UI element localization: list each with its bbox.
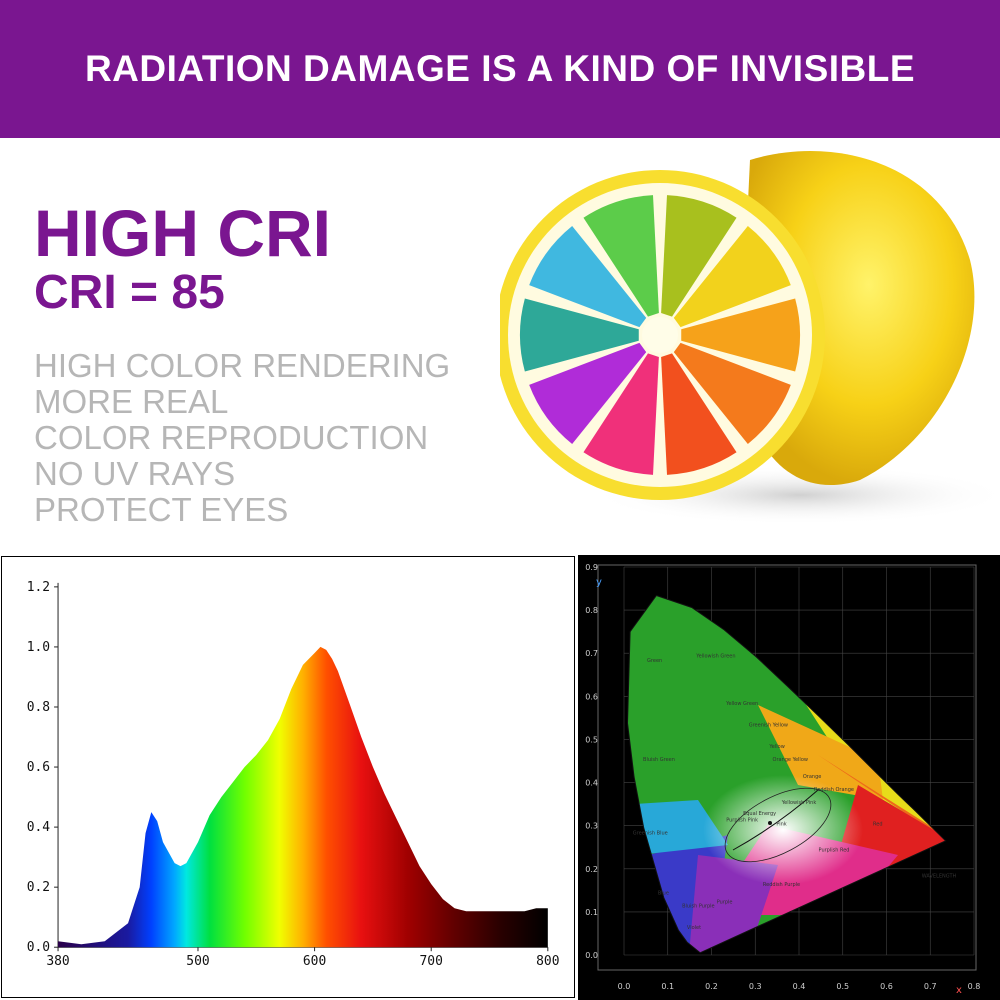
cie-y-tick-label: 0.3 <box>585 822 598 831</box>
feature-list: HIGH COLOR RENDERING MORE REAL COLOR REP… <box>34 348 450 528</box>
cie-region-label: Orange <box>803 774 821 780</box>
y-tick-label: 1.2 <box>27 580 50 595</box>
equal-energy-point <box>768 821 772 825</box>
cie-region-label: Violet <box>687 925 701 931</box>
x-tick-label: 700 <box>420 954 443 969</box>
cie-region-label: Greenish Blue <box>633 830 668 836</box>
cie-x-tick-label: 0.4 <box>793 982 806 991</box>
cie-region-label: Reddish Orange <box>814 787 854 793</box>
cie-region-label: Orange Yellow <box>773 757 808 763</box>
cie-y-tick-label: 0.9 <box>585 563 598 572</box>
feature-item: NO UV RAYS <box>34 455 236 492</box>
x-tick-label: 500 <box>186 954 209 969</box>
x-tick-label: 600 <box>303 954 326 969</box>
cie-x-tick-label: 0.5 <box>836 982 849 991</box>
cie-y-tick-label: 0.0 <box>585 951 598 960</box>
cie-region-label: Yellow <box>768 744 784 750</box>
feature-item: HIGH COLOR RENDERING <box>34 347 451 384</box>
cie-y-tick-label: 0.7 <box>585 649 598 658</box>
cie-region-label: Bluish Purple <box>682 904 715 910</box>
spectrum-curve <box>58 646 548 948</box>
cie-y-tick-label: 0.4 <box>585 779 598 788</box>
cie-y-tick-label: 0.8 <box>585 606 598 615</box>
cie-y-tick-label: 0.1 <box>585 908 598 917</box>
cie-region-label: Equal Energy <box>743 811 776 817</box>
y-tick-label: 0.2 <box>27 880 50 895</box>
rainbow-lemon-image <box>500 150 1000 525</box>
lemon-segment <box>673 342 791 445</box>
cie-region-label: Purplish Pink <box>726 817 758 823</box>
y-tick-label: 0.4 <box>27 820 51 835</box>
lemon-segment <box>661 353 737 475</box>
planckian-ellipse <box>724 787 832 863</box>
lemon-core <box>642 317 678 353</box>
cie-region-label: Purple <box>717 899 733 905</box>
cie-chromaticity-diagram: Green Yellowish Green Yellow Green Greenish… <box>578 555 1000 1000</box>
cie-x-tick-label: 0.1 <box>661 982 674 991</box>
y-tick-label: 0.8 <box>27 700 50 715</box>
cie-y-axis-label: y <box>596 577 602 588</box>
cie-region-label: Reddish Purple <box>763 882 800 888</box>
lemon-segment <box>673 225 791 328</box>
lemon-segment <box>681 298 800 372</box>
y-tick-label: 0.0 <box>27 940 50 955</box>
cie-y-tick-label: 0.6 <box>585 692 598 701</box>
cie-region-label: Green <box>647 658 662 664</box>
headline-high-cri: HIGH CRI <box>34 196 331 270</box>
cie-region-label: Purplish Red <box>819 848 850 854</box>
lemon-segment <box>529 342 647 445</box>
lemon-segment <box>520 298 639 372</box>
lemon-segments <box>520 195 800 475</box>
cie-region-label: Yellowish Green <box>695 654 735 660</box>
cie-region-label: Blue <box>658 891 669 897</box>
feature-item: COLOR REPRODUCTION <box>34 419 429 456</box>
feature-item: PROTECT EYES <box>34 491 289 528</box>
cie-y-tick-label: 0.2 <box>585 865 598 874</box>
y-tick-label: 0.6 <box>27 760 50 775</box>
cie-region-label: Greenish Yellow <box>749 723 788 729</box>
cie-x-axis-label: x <box>956 985 962 996</box>
lemon-segment <box>583 195 659 317</box>
cie-region-label: Bluish Green <box>643 757 675 763</box>
cie-region-label: Yellowish Pink <box>781 800 817 806</box>
lemon-segment <box>583 353 659 475</box>
cie-region-label: Yellow Green <box>725 701 758 707</box>
headline-cri-value: CRI = 85 <box>34 266 225 319</box>
y-tick-label: 1.0 <box>27 640 50 655</box>
top-banner: RADIATION DAMAGE IS A KIND OF INVISIBLE <box>0 0 1000 138</box>
cie-x-tick-label: 0.3 <box>749 982 762 991</box>
x-tick-label: 800 <box>536 954 559 969</box>
cie-region-label: WAVELENGTH <box>922 873 957 879</box>
banner-title: RADIATION DAMAGE IS A KIND OF INVISIBLE <box>84 48 916 89</box>
cie-region-label: Pink <box>776 822 786 828</box>
cie-region-label: Red <box>873 822 883 828</box>
cie-x-tick-label: 0.8 <box>968 982 981 991</box>
cie-x-tick-label: 0.7 <box>924 982 937 991</box>
cie-x-tick-label: 0.2 <box>705 982 718 991</box>
cie-x-tick-label: 0.0 <box>618 982 631 991</box>
cie-spectral-locus <box>626 594 947 954</box>
lemon-segment <box>529 225 647 328</box>
black-body-locus <box>732 789 819 851</box>
spectrum-chart: 1.2 1.0 0.8 0.6 0.4 0.2 0.0 380 500 600 700 800 <box>1 556 575 998</box>
x-tick-label: 380 <box>46 954 69 969</box>
lemon-segment <box>661 195 737 317</box>
cie-x-tick-label: 0.6 <box>880 982 893 991</box>
cie-y-tick-label: 0.5 <box>585 735 598 744</box>
feature-item: MORE REAL <box>34 383 229 420</box>
